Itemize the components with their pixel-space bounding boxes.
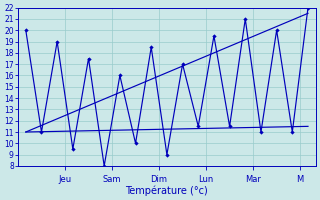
X-axis label: Température (°c): Température (°c)	[125, 185, 208, 196]
